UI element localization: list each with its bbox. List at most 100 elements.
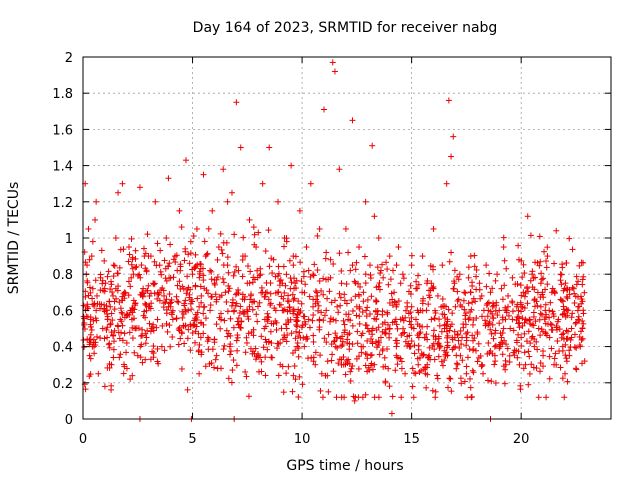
data-point: [457, 302, 464, 309]
data-point: [543, 264, 550, 271]
data-point: [179, 308, 186, 315]
data-point: [514, 314, 521, 321]
data-point: [198, 299, 205, 306]
data-point: [201, 285, 208, 292]
data-point: [532, 318, 539, 325]
data-point: [498, 334, 505, 341]
data-point: [469, 332, 476, 339]
data-point: [173, 252, 180, 259]
data-point: [474, 330, 481, 337]
data-point: [148, 300, 155, 307]
data-point: [194, 261, 201, 268]
data-point: [562, 313, 569, 320]
data-point: [520, 365, 527, 372]
data-point: [386, 334, 393, 341]
data-point: [253, 353, 260, 360]
data-point: [574, 307, 581, 314]
data-point: [323, 339, 330, 346]
data-point: [106, 340, 113, 347]
data-point: [269, 270, 276, 277]
data-point: [476, 286, 483, 293]
data-point: [548, 326, 555, 333]
data-point: [402, 314, 409, 321]
data-point: [525, 328, 532, 335]
data-point: [566, 235, 573, 242]
data-point: [376, 286, 383, 293]
data-point: [244, 306, 251, 313]
data-point: [251, 350, 258, 357]
data-point: [479, 313, 486, 320]
data-point: [264, 313, 271, 320]
data-point: [233, 99, 240, 106]
data-point: [310, 296, 317, 303]
data-point: [346, 360, 353, 367]
data-point: [163, 306, 170, 313]
data-point: [489, 310, 496, 317]
data-point: [341, 291, 348, 298]
data-point: [208, 294, 215, 301]
data-point: [387, 276, 394, 283]
data-point: [278, 293, 285, 300]
data-point: [349, 262, 356, 269]
data-point: [139, 326, 146, 333]
data-point: [390, 267, 397, 274]
data-point: [297, 308, 304, 315]
data-point: [208, 276, 215, 283]
data-point: [368, 351, 375, 358]
data-point: [546, 314, 553, 321]
data-point: [527, 277, 534, 284]
x-tick-label: 5: [188, 432, 196, 447]
data-point: [165, 175, 172, 182]
data-point: [94, 292, 101, 299]
data-point: [463, 342, 470, 349]
data-point: [454, 273, 461, 280]
data-point: [262, 354, 269, 361]
data-point: [531, 296, 538, 303]
data-point: [103, 326, 110, 333]
data-point: [546, 307, 553, 314]
data-point: [174, 298, 181, 305]
data-point: [463, 370, 470, 377]
data-point: [346, 330, 353, 337]
data-point: [581, 289, 588, 296]
data-point: [365, 364, 372, 371]
data-point: [466, 346, 473, 353]
data-point: [494, 271, 501, 278]
data-point: [451, 328, 458, 335]
data-point: [395, 298, 402, 305]
data-point: [217, 325, 224, 332]
data-point: [297, 259, 304, 266]
data-point: [353, 312, 360, 319]
data-point: [268, 255, 275, 262]
data-point: [213, 352, 220, 359]
data-point: [423, 307, 430, 314]
data-point: [356, 303, 363, 310]
data-point: [467, 384, 474, 391]
data-point: [104, 324, 111, 331]
data-point: [501, 257, 508, 264]
data-point: [328, 357, 335, 364]
data-point: [288, 330, 295, 337]
data-point: [382, 363, 389, 370]
data-point: [518, 292, 525, 299]
data-point: [428, 316, 435, 323]
data-point: [301, 343, 308, 350]
data-point: [86, 352, 93, 359]
data-point: [107, 286, 114, 293]
data-point: [356, 313, 363, 320]
data-point: [558, 297, 565, 304]
data-point: [256, 299, 263, 306]
data-point: [451, 267, 458, 274]
data-point: [155, 360, 162, 367]
data-point: [231, 268, 238, 275]
data-point: [560, 306, 567, 313]
data-point: [343, 300, 350, 307]
data-point: [116, 264, 123, 271]
data-point: [331, 337, 338, 344]
data-point: [533, 365, 540, 372]
data-point: [271, 305, 278, 312]
data-point: [537, 303, 544, 310]
data-point: [441, 347, 448, 354]
data-point: [239, 291, 246, 298]
data-point: [345, 356, 352, 363]
